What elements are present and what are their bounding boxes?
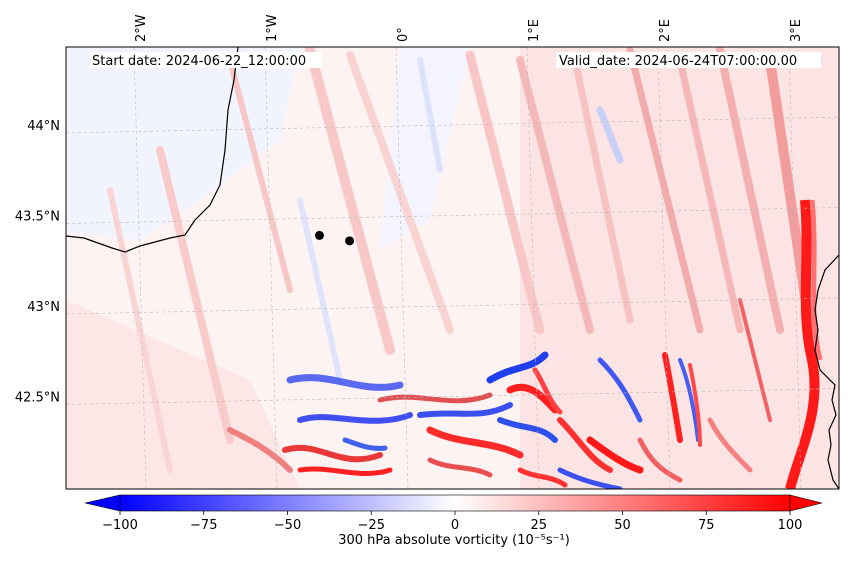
station-markers — [314, 230, 355, 246]
colorbar-label: 300 hPa absolute vorticity (10⁻⁵s⁻¹) — [338, 533, 570, 548]
vorticity-field — [66, 47, 839, 489]
longitude-label: 2°E — [658, 19, 673, 42]
start-date-label: Start date: 2024-06-22_12:00:00 — [92, 54, 306, 69]
colorbar-tick-label: 75 — [698, 518, 715, 533]
colorbar-tick-label: −50 — [274, 518, 301, 533]
latitude-labels: 44°N 43.5°N 43°N 42.5°N — [15, 119, 60, 406]
colorbar-extend-max — [789, 494, 823, 512]
colorbar-tick-label: 100 — [778, 518, 803, 533]
colorbar: −100 −75 −50 −25 0 25 50 75 100 300 hPa absolute… — [84, 494, 823, 548]
latitude-label: 43°N — [27, 300, 60, 315]
colorbar-tick-label: 50 — [614, 518, 631, 533]
longitude-label: 3°E — [789, 19, 804, 42]
map-frame — [65, 46, 840, 490]
longitude-label: 2°W — [134, 14, 149, 42]
longitude-label: 0° — [396, 27, 411, 42]
parallel-line — [66, 297, 839, 315]
colorbar-extend-min — [84, 494, 121, 512]
valid-date-label: Valid_date: 2024-06-24T07:00:00.00 — [559, 54, 797, 69]
valid-date-box — [556, 52, 821, 68]
longitude-labels: 2°W 1°W 0° 1°E 2°E 3°E — [134, 14, 804, 42]
meridian-line — [788, 47, 802, 489]
coastline — [66, 47, 839, 489]
station-point — [345, 236, 355, 246]
start-date-box — [90, 52, 322, 68]
meridian-line — [395, 47, 409, 489]
latitude-label: 43.5°N — [15, 210, 60, 225]
colorbar-tick-label: −25 — [358, 518, 385, 533]
longitude-label: 1°W — [265, 14, 280, 42]
colorbar-tick-label: 0 — [451, 518, 459, 533]
colorbar-ramp — [119, 494, 791, 512]
meridian-line — [133, 47, 147, 489]
colorbar-tick-label: −75 — [190, 518, 217, 533]
parallel-line — [66, 116, 839, 134]
colorbar-ticks: −100 −75 −50 −25 0 25 50 75 100 — [102, 511, 802, 533]
longitude-label: 1°E — [527, 19, 542, 42]
parallel-line — [66, 388, 839, 405]
meridian-line — [264, 47, 278, 489]
colorbar-tick-label: 25 — [530, 518, 547, 533]
latitude-label: 42.5°N — [15, 391, 60, 406]
station-point — [314, 230, 324, 240]
latitude-label: 44°N — [27, 119, 60, 134]
colorbar-tick-label: −100 — [102, 518, 138, 533]
meridian-line — [526, 47, 540, 489]
